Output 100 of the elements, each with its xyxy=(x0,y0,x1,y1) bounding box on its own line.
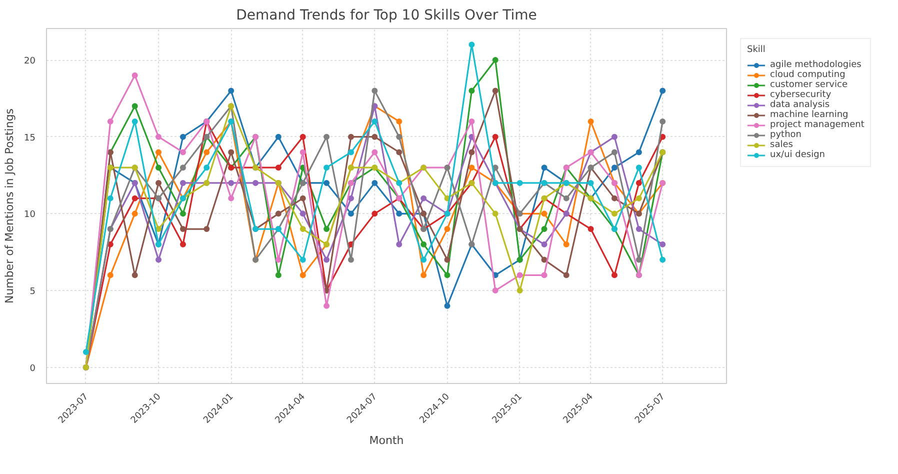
point xyxy=(541,256,548,263)
point xyxy=(180,149,186,156)
point xyxy=(541,226,548,232)
point xyxy=(492,57,498,63)
point xyxy=(611,164,618,171)
point xyxy=(492,134,498,140)
point xyxy=(516,288,523,294)
point xyxy=(275,210,282,217)
point xyxy=(372,88,378,94)
point xyxy=(180,180,186,186)
legend-label: machine learning xyxy=(770,110,848,120)
point xyxy=(156,164,162,171)
point xyxy=(420,195,427,202)
point xyxy=(636,256,642,263)
point xyxy=(396,118,402,124)
legend-label: agile methodologies xyxy=(770,60,862,70)
point xyxy=(107,272,114,278)
point xyxy=(300,226,306,232)
point xyxy=(324,256,330,263)
point xyxy=(636,164,642,171)
y-tick-label: 0 xyxy=(30,364,36,374)
point xyxy=(107,195,114,202)
point xyxy=(541,241,548,248)
point xyxy=(468,164,475,171)
legend-label: data analysis xyxy=(770,100,830,110)
y-tick-label: 20 xyxy=(24,56,36,67)
point xyxy=(324,180,330,186)
point xyxy=(468,149,475,156)
point xyxy=(588,118,594,124)
legend-label: cloud computing xyxy=(770,70,846,80)
point xyxy=(348,256,354,263)
point xyxy=(228,195,234,202)
point xyxy=(275,256,282,263)
legend-label: sales xyxy=(770,140,793,150)
y-tick-label: 10 xyxy=(24,210,36,220)
point xyxy=(611,149,618,156)
point xyxy=(156,256,162,263)
point xyxy=(420,256,427,263)
point xyxy=(204,226,210,232)
point xyxy=(204,164,210,171)
point xyxy=(420,241,427,248)
y-tick-label: 15 xyxy=(24,133,36,144)
point xyxy=(82,349,89,355)
point xyxy=(348,149,354,156)
point xyxy=(420,272,427,278)
point xyxy=(660,88,666,94)
point xyxy=(563,272,570,278)
point xyxy=(156,226,162,232)
point xyxy=(275,164,282,171)
point xyxy=(228,149,234,156)
chart-title: Demand Trends for Top 10 Skills Over Time xyxy=(236,8,537,24)
point xyxy=(324,226,330,232)
legend-label: ux/ui design xyxy=(770,150,825,160)
point xyxy=(348,210,354,217)
point xyxy=(492,88,498,94)
point xyxy=(444,302,450,309)
point xyxy=(372,149,378,156)
point xyxy=(541,272,548,278)
point xyxy=(541,164,548,171)
point xyxy=(611,195,618,202)
point xyxy=(275,134,282,140)
point xyxy=(156,149,162,156)
point xyxy=(180,164,186,171)
point xyxy=(660,256,666,263)
point xyxy=(132,195,138,202)
point xyxy=(300,272,306,278)
point xyxy=(204,149,210,156)
point xyxy=(396,134,402,140)
point xyxy=(636,149,642,156)
point xyxy=(300,210,306,217)
point xyxy=(275,272,282,278)
point xyxy=(180,134,186,140)
point xyxy=(660,241,666,248)
point xyxy=(228,180,234,186)
point xyxy=(444,256,450,263)
point xyxy=(348,195,354,202)
point xyxy=(468,88,475,94)
point xyxy=(396,241,402,248)
point xyxy=(156,134,162,140)
point xyxy=(348,134,354,140)
point xyxy=(180,210,186,217)
point xyxy=(107,118,114,124)
point xyxy=(324,134,330,140)
point xyxy=(611,134,618,140)
point xyxy=(300,195,306,202)
point xyxy=(660,118,666,124)
y-axis-title: Number of Mentions in Job Postings xyxy=(3,108,16,304)
point xyxy=(132,210,138,217)
point xyxy=(541,210,548,217)
point xyxy=(300,149,306,156)
point xyxy=(372,210,378,217)
point xyxy=(396,149,402,156)
y-tick-label: 5 xyxy=(30,287,36,298)
point xyxy=(563,241,570,248)
point xyxy=(132,103,138,110)
point xyxy=(492,288,498,294)
point xyxy=(324,302,330,309)
point xyxy=(636,180,642,186)
point xyxy=(468,118,475,124)
point xyxy=(611,210,618,217)
